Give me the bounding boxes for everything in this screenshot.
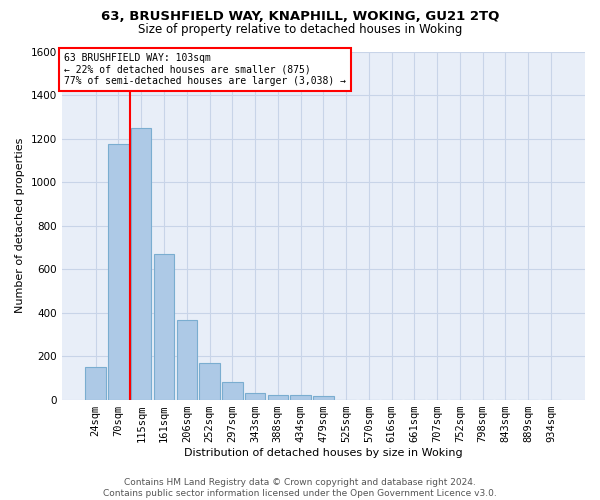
Bar	[108, 144, 129, 400]
Bar	[222, 382, 242, 400]
Text: 63 BRUSHFIELD WAY: 103sqm
← 22% of detached houses are smaller (875)
77% of semi: 63 BRUSHFIELD WAY: 103sqm ← 22% of detac…	[64, 53, 346, 86]
Bar	[176, 320, 197, 400]
Text: 63, BRUSHFIELD WAY, KNAPHILL, WOKING, GU21 2TQ: 63, BRUSHFIELD WAY, KNAPHILL, WOKING, GU…	[101, 10, 499, 23]
Bar	[313, 396, 334, 400]
X-axis label: Distribution of detached houses by size in Woking: Distribution of detached houses by size …	[184, 448, 463, 458]
Bar	[290, 395, 311, 400]
Bar	[199, 363, 220, 400]
Text: Contains HM Land Registry data © Crown copyright and database right 2024.
Contai: Contains HM Land Registry data © Crown c…	[103, 478, 497, 498]
Bar	[85, 367, 106, 400]
Bar	[131, 128, 151, 400]
Bar	[154, 254, 174, 400]
Text: Size of property relative to detached houses in Woking: Size of property relative to detached ho…	[138, 22, 462, 36]
Bar	[245, 392, 265, 400]
Y-axis label: Number of detached properties: Number of detached properties	[15, 138, 25, 313]
Bar	[268, 395, 288, 400]
